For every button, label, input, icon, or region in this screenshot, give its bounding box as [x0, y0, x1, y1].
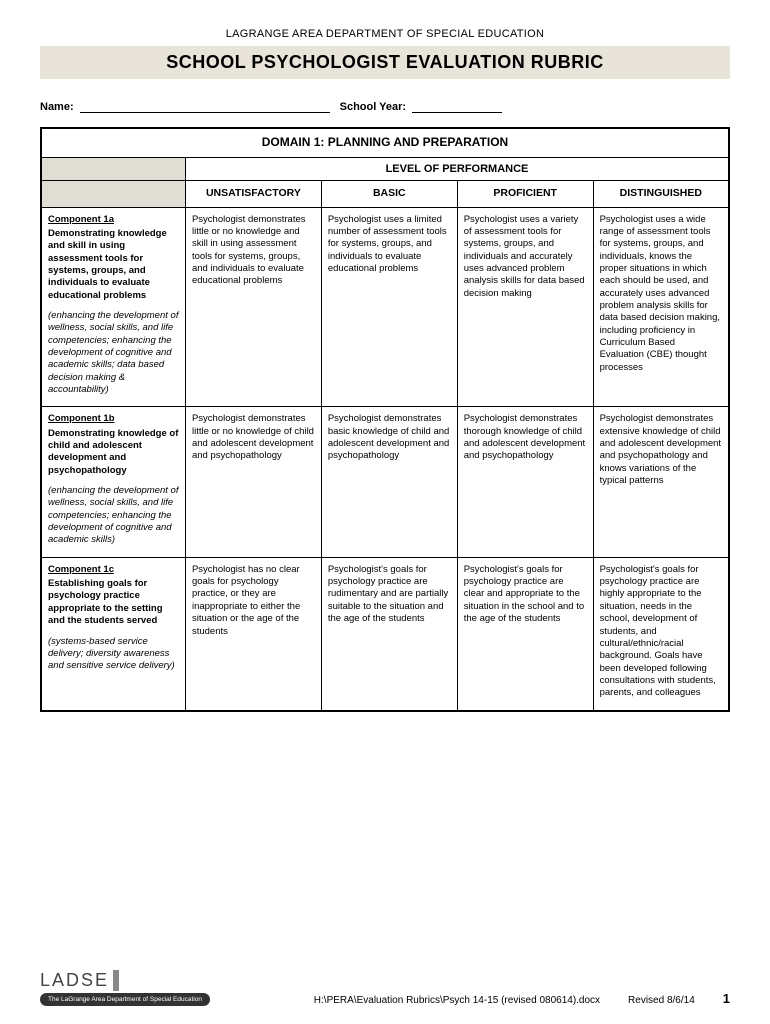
component-desc: Establishing goals for psychology practi… — [48, 578, 179, 627]
cell-basic: Psychologist demonstrates basic knowledg… — [321, 407, 457, 557]
name-field: Name: — [40, 99, 330, 113]
component-note: (enhancing the development of wellness, … — [48, 485, 179, 547]
ladse-logo: LADSE The LaGrange Area Department of Sp… — [40, 970, 210, 1006]
level-of-performance-header: LEVEL OF PERFORMANCE — [185, 157, 729, 180]
footer-path: H:\PERA\Evaluation Rubrics\Psych 14-15 (… — [314, 995, 600, 1006]
form-fields: Name: School Year: — [40, 99, 730, 113]
footer-right: H:\PERA\Evaluation Rubrics\Psych 14-15 (… — [314, 991, 730, 1006]
cell-prof: Psychologist's goals for psychology prac… — [457, 557, 593, 710]
table-row: Component 1c Establishing goals for psyc… — [41, 557, 729, 710]
component-desc: Demonstrating knowledge and skill in usi… — [48, 228, 179, 302]
blank-header-2 — [41, 180, 185, 207]
component-id: Component 1a — [48, 214, 179, 226]
component-note: (systems-based service delivery; diversi… — [48, 636, 179, 673]
component-cell: Component 1c Establishing goals for psyc… — [41, 557, 185, 710]
year-field: School Year: — [340, 99, 502, 113]
table-row: Component 1a Demonstrating knowledge and… — [41, 207, 729, 407]
footer: LADSE The LaGrange Area Department of Sp… — [40, 970, 730, 1006]
name-label: Name: — [40, 101, 74, 113]
ladse-logo-subtitle: The LaGrange Area Department of Special … — [40, 993, 210, 1006]
cell-prof: Psychologist demonstrates thorough knowl… — [457, 407, 593, 557]
cell-prof: Psychologist uses a variety of assessmen… — [457, 207, 593, 407]
table-row: Component 1b Demonstrating knowledge of … — [41, 407, 729, 557]
year-label: School Year: — [340, 101, 406, 113]
component-desc: Demonstrating knowledge of child and ado… — [48, 428, 179, 477]
org-header: LAGRANGE AREA DEPARTMENT OF SPECIAL EDUC… — [40, 28, 730, 40]
blank-header-1 — [41, 157, 185, 180]
ladse-logo-text: LADSE — [40, 970, 119, 991]
component-cell: Component 1b Demonstrating knowledge of … — [41, 407, 185, 557]
component-cell: Component 1a Demonstrating knowledge and… — [41, 207, 185, 407]
cell-dist: Psychologist uses a wide range of assess… — [593, 207, 729, 407]
cell-dist: Psychologist's goals for psychology prac… — [593, 557, 729, 710]
cell-basic: Psychologist's goals for psychology prac… — [321, 557, 457, 710]
cell-unsat: Psychologist demonstrates little or no k… — [185, 407, 321, 557]
page-number: 1 — [723, 991, 730, 1006]
cell-dist: Psychologist demonstrates extensive know… — [593, 407, 729, 557]
domain-title: DOMAIN 1: PLANNING AND PREPARATION — [41, 128, 729, 157]
col-proficient: PROFICIENT — [457, 180, 593, 207]
cell-unsat: Psychologist has no clear goals for psyc… — [185, 557, 321, 710]
col-basic: BASIC — [321, 180, 457, 207]
page-title: SCHOOL PSYCHOLOGIST EVALUATION RUBRIC — [40, 52, 730, 73]
footer-revised: Revised 8/6/14 — [628, 995, 695, 1006]
name-input-line[interactable] — [80, 99, 330, 113]
rubric-table: DOMAIN 1: PLANNING AND PREPARATION LEVEL… — [40, 127, 730, 712]
component-id: Component 1c — [48, 564, 179, 576]
component-id: Component 1b — [48, 413, 179, 425]
col-unsatisfactory: UNSATISFACTORY — [185, 180, 321, 207]
col-distinguished: DISTINGUISHED — [593, 180, 729, 207]
cell-basic: Psychologist uses a limited number of as… — [321, 207, 457, 407]
component-note: (enhancing the development of wellness, … — [48, 310, 179, 396]
year-input-line[interactable] — [412, 99, 502, 113]
title-bar: SCHOOL PSYCHOLOGIST EVALUATION RUBRIC — [40, 46, 730, 79]
cell-unsat: Psychologist demonstrates little or no k… — [185, 207, 321, 407]
